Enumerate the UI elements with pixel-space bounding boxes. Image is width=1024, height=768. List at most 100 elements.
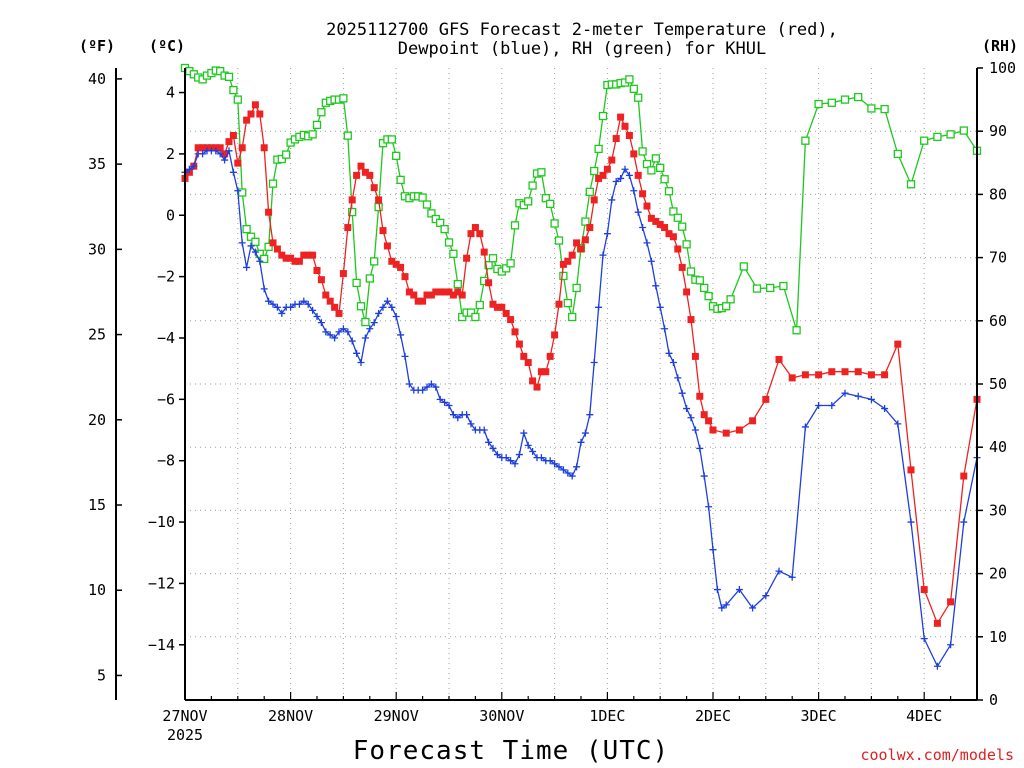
temperature-point — [322, 291, 330, 299]
rh-point — [568, 312, 577, 322]
temperature-point — [243, 116, 251, 124]
dewpoint-point — [463, 411, 471, 419]
f-axis-tick-label: 30 — [88, 240, 106, 258]
dewpoint-point — [511, 460, 519, 468]
dewpoint-point — [317, 319, 325, 327]
temperature-point — [920, 586, 928, 594]
rh-point — [418, 193, 427, 202]
dewpoint-point — [361, 334, 369, 342]
rh-point — [370, 257, 379, 266]
x-axis-tick-label: 2DEC — [695, 707, 731, 725]
temperature-point — [661, 224, 669, 232]
rh-point — [229, 85, 238, 95]
dewpoint-point — [815, 401, 823, 409]
dewpoint-point — [348, 337, 356, 345]
dewpoint-point — [573, 463, 581, 471]
rh-point — [251, 237, 260, 246]
c-axis-tick-label: −12 — [148, 574, 175, 592]
rh-point — [669, 207, 678, 216]
dewpoint-point — [647, 257, 655, 265]
rh-point — [506, 259, 515, 268]
rh-point — [308, 130, 317, 139]
rh-point — [268, 179, 278, 188]
temperature-point — [639, 190, 647, 198]
temperature-point — [634, 171, 642, 179]
rh-point — [554, 236, 564, 245]
rh-point — [867, 104, 876, 113]
dewpoint-point — [383, 297, 391, 305]
dewpoint-point — [493, 451, 501, 459]
dewpoint-point — [190, 162, 198, 170]
temperature-point — [375, 196, 383, 204]
dewpoint-point — [612, 178, 620, 186]
temperature-point — [603, 165, 611, 173]
dewpoint-point — [634, 208, 642, 216]
f-axis-tick-label: 35 — [88, 155, 106, 173]
x-axis-tick-label: 4DEC — [906, 707, 942, 725]
rh-point — [726, 295, 735, 304]
temperature-point — [432, 288, 440, 296]
rh-point — [444, 238, 454, 247]
series-line-relative-humidity — [184, 67, 978, 331]
temperature-point — [260, 144, 268, 152]
rh-axis-tick-label: 30 — [989, 501, 1007, 519]
temperature-point — [828, 368, 836, 376]
temperature-point — [854, 368, 862, 376]
temperature-point — [960, 472, 968, 480]
dewpoint-point — [709, 546, 717, 554]
dewpoint-point — [700, 472, 708, 480]
temperature-point — [520, 352, 528, 360]
right-rh-unit-label: (RH) — [982, 37, 1018, 55]
rh-point — [651, 154, 660, 163]
temperature-point — [511, 328, 519, 336]
temperature-point — [568, 251, 576, 259]
rh-point — [352, 278, 361, 288]
series-dewpoint-c — [181, 147, 981, 670]
dewpoint-point — [722, 601, 730, 609]
dewpoint-point — [854, 392, 862, 400]
dewpoint-point — [595, 303, 603, 311]
rh-point — [700, 283, 709, 293]
rh-point — [343, 131, 352, 140]
temperature-point — [507, 316, 515, 324]
temperature-point — [366, 171, 374, 179]
f-axis-tick-label: 15 — [88, 496, 106, 514]
c-axis-tick-label: −10 — [148, 513, 175, 531]
temperature-point — [269, 239, 277, 247]
temperature-point — [537, 368, 545, 376]
rh-point — [528, 181, 537, 190]
temperature-point — [867, 371, 875, 379]
dewpoint-point — [313, 313, 321, 321]
axes: 420−2−4−6−8−10−12−1440353025201510510090… — [88, 59, 1016, 744]
rh-point — [282, 150, 291, 159]
dewpoint-point — [920, 635, 928, 643]
dewpoint-point — [639, 224, 647, 232]
dewpoint-point — [881, 405, 889, 413]
temperature-point — [577, 245, 585, 253]
rh-point — [642, 159, 652, 169]
dewpoint-point — [590, 359, 598, 367]
x-axis-tick-label: 1DEC — [589, 707, 625, 725]
temperature-point — [291, 257, 299, 265]
temperature-point — [775, 355, 783, 363]
grid — [185, 68, 977, 700]
temperature-point — [533, 383, 541, 391]
temperature-point — [216, 144, 224, 152]
rh-point — [524, 197, 533, 206]
dewpoint-point — [392, 313, 400, 321]
temperature-point — [498, 303, 506, 311]
dewpoint-point — [388, 303, 396, 311]
temperature-point — [691, 352, 699, 360]
temperature-point — [436, 288, 444, 296]
rh-axis-tick-label: 50 — [989, 375, 1007, 393]
dewpoint-point — [735, 586, 743, 594]
rh-point — [510, 221, 520, 230]
dewpoint-point — [353, 349, 361, 357]
c-axis-tick-label: 4 — [166, 84, 175, 102]
rh-axis-tick-label: 100 — [989, 59, 1016, 77]
dewpoint-point — [225, 147, 233, 155]
f-axis-tick-label: 25 — [88, 326, 106, 344]
rh-point — [484, 261, 493, 270]
temperature-point — [841, 368, 849, 376]
